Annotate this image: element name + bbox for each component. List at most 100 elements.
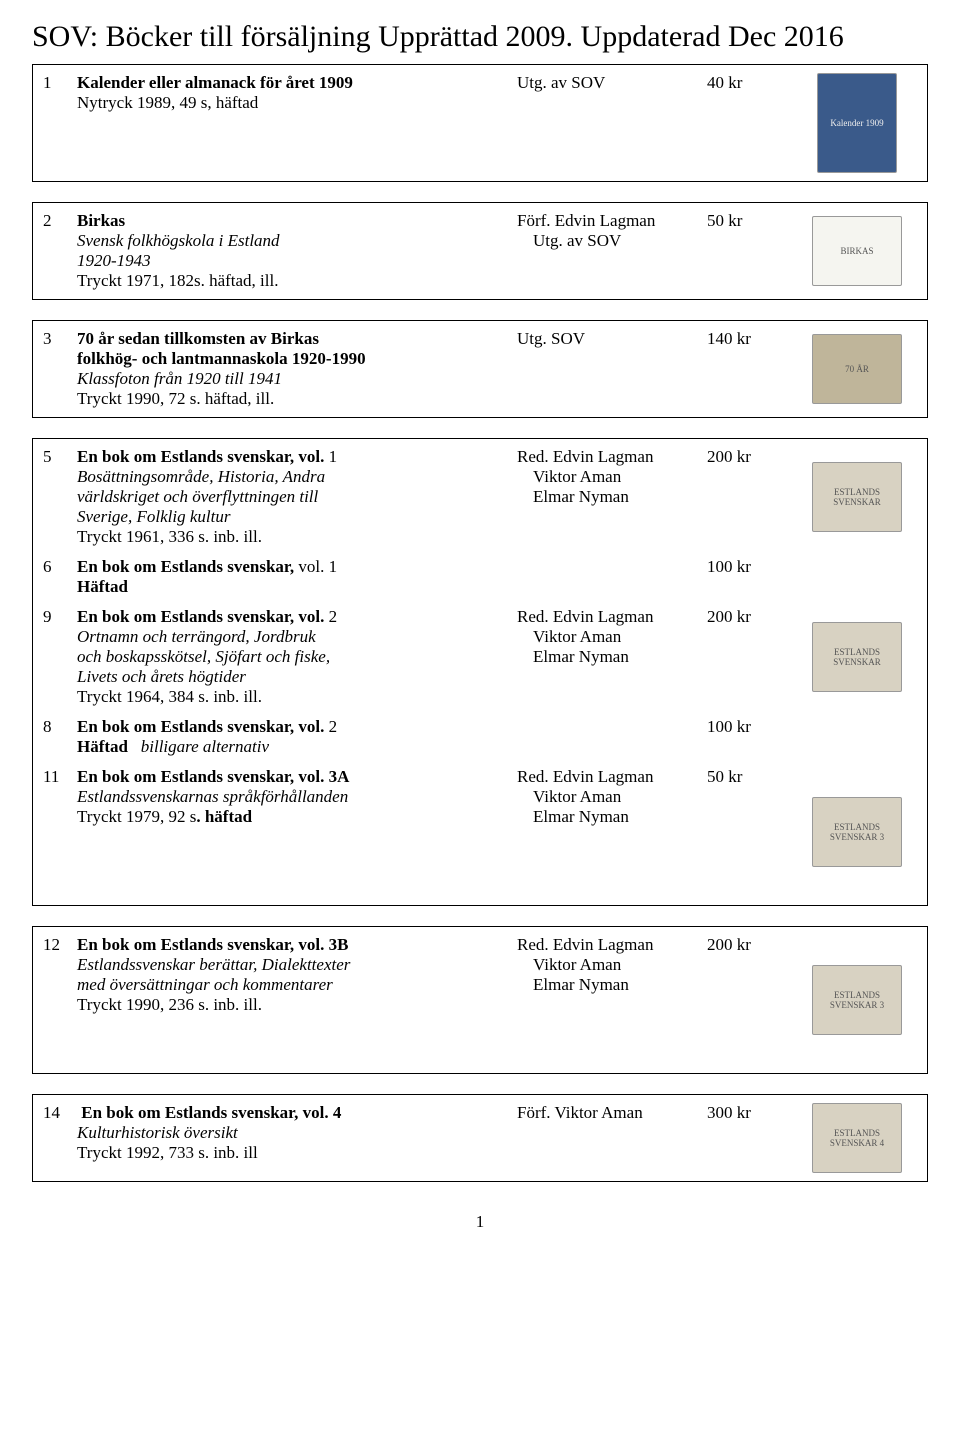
book-price: 200 kr (707, 607, 787, 707)
book-group-row: 5 En bok om Estlands svenskar, vol. 1 Bo… (32, 438, 928, 906)
book-thumb: 70 ÅR (797, 329, 917, 409)
book-description: En bok om Estlands svenskar, vol. 1 Häft… (77, 557, 507, 597)
book-author: Red. Edvin Lagman Viktor Aman Elmar Nyma… (517, 935, 697, 1065)
book-row: 12 En bok om Estlands svenskar, vol. 3B … (32, 926, 928, 1074)
thumb-image: ESTLANDS SVENSKAR 3 (812, 797, 902, 867)
book-title: En bok om Estlands svenskar, vol. (77, 717, 324, 736)
row-number: 9 (43, 607, 67, 707)
thumb-image: ESTLANDS SVENSKAR 3 (812, 965, 902, 1035)
book-sub-italic: Estlandssvenskarnas språkförhållanden (77, 787, 348, 806)
book-price: 200 kr (707, 447, 787, 547)
book-description: Kalender eller almanack för året 1909 Ny… (77, 73, 507, 173)
book-description: En bok om Estlands svenskar, vol. 3A Est… (77, 767, 507, 897)
author-line: Red. Edvin Lagman (517, 935, 697, 955)
book-publisher: Utg. SOV (517, 329, 697, 409)
author-line: Red. Edvin Lagman (517, 607, 697, 627)
book-format: Häftad (77, 737, 128, 756)
book-row: 3 70 år sedan tillkomsten av Birkas folk… (32, 320, 928, 418)
book-sub: Nytryck 1989, 49 s, häftad (77, 93, 258, 112)
book-subrow: 8 En bok om Estlands svenskar, vol. 2 Hä… (43, 717, 917, 757)
book-sub: Tryckt 1979, 92 s (77, 807, 196, 826)
row-number: 11 (43, 767, 67, 897)
book-sub-italic: Estlandssvenskar berättar, Dialekttexter… (77, 955, 350, 994)
thumb-image: ESTLANDS SVENSKAR (812, 462, 902, 532)
book-author: Red. Edvin Lagman Viktor Aman Elmar Nyma… (517, 607, 697, 707)
book-title: Kalender eller almanack för året 1909 (77, 73, 353, 92)
author-line: Elmar Nyman (517, 975, 697, 995)
book-title: En bok om Estlands svenskar, vol. (77, 607, 324, 626)
book-subrow: 11 En bok om Estlands svenskar, vol. 3A … (43, 767, 917, 897)
book-row: 2 Birkas Svensk folkhögskola i Estland 1… (32, 202, 928, 300)
book-author: Förf. Viktor Aman (517, 1103, 697, 1173)
book-sub-italic: Klassfoton från 1920 till 1941 (77, 369, 282, 388)
book-sub: Tryckt 1961, 336 s. inb. ill. (77, 527, 262, 546)
book-author (517, 557, 697, 597)
author-line: Elmar Nyman (517, 807, 697, 827)
author-line: Elmar Nyman (517, 647, 697, 667)
thumb-image: ESTLANDS SVENSKAR (812, 622, 902, 692)
book-description: En bok om Estlands svenskar, vol. 3B Est… (77, 935, 507, 1065)
book-thumb (797, 557, 917, 597)
author-line: Viktor Aman (517, 955, 697, 975)
author-line: Elmar Nyman (517, 487, 697, 507)
book-price: 50 kr (707, 767, 787, 897)
thumb-image: BIRKAS (812, 216, 902, 286)
book-price: 50 kr (707, 211, 787, 291)
row-number: 2 (43, 211, 67, 291)
book-description: En bok om Estlands svenskar, vol. 2 Häft… (77, 717, 507, 757)
book-price: 100 kr (707, 557, 787, 597)
book-price: 140 kr (707, 329, 787, 409)
book-title: En bok om Estlands svenskar, vol. (81, 1103, 328, 1122)
row-number: 14 (43, 1103, 67, 1173)
book-sub: Tryckt 1990, 72 s. häftad, ill. (77, 389, 274, 408)
row-number: 3 (43, 329, 67, 409)
book-sub-italic: Bosättningsområde, Historia, Andra värld… (77, 467, 325, 526)
book-title: En bok om Estlands svenskar, vol. (77, 767, 324, 786)
book-subrow: 5 En bok om Estlands svenskar, vol. 1 Bo… (43, 447, 917, 547)
book-description: Birkas Svensk folkhögskola i Estland 192… (77, 211, 507, 291)
book-note: billigare alternativ (128, 737, 269, 756)
book-title: En bok om Estlands svenskar, vol. (77, 447, 324, 466)
row-number: 6 (43, 557, 67, 597)
page-title: SOV: Böcker till försäljning Upprättad 2… (32, 20, 928, 54)
book-title-suffix: 3A (324, 767, 349, 786)
book-row: 14 En bok om Estlands svenskar, vol. 4 K… (32, 1094, 928, 1182)
book-thumb (797, 717, 917, 757)
author-line: Förf. Edvin Lagman (517, 211, 697, 231)
book-sub: Tryckt 1992, 733 s. inb. ill (77, 1143, 258, 1162)
book-sub-italic: Ortnamn och terrängord, Jordbruk och bos… (77, 627, 330, 686)
book-price: 100 kr (707, 717, 787, 757)
row-number: 8 (43, 717, 67, 757)
book-thumb: ESTLANDS SVENSKAR 4 (797, 1103, 917, 1173)
thumb-image: Kalender 1909 (817, 73, 897, 173)
book-title: En bok om Estlands svenskar, (77, 557, 294, 576)
book-title: Birkas (77, 211, 125, 230)
book-title-suffix: 2 (324, 607, 337, 626)
book-author: Red. Edvin Lagman Viktor Aman Elmar Nyma… (517, 767, 697, 897)
author-line: Red. Edvin Lagman (517, 447, 697, 467)
book-author (517, 717, 697, 757)
thumb-image: ESTLANDS SVENSKAR 4 (812, 1103, 902, 1173)
book-publisher: Utg. av SOV (517, 73, 697, 173)
book-description: En bok om Estlands svenskar, vol. 1 Bosä… (77, 447, 507, 547)
row-number: 1 (43, 73, 67, 173)
book-title-suffix: 3B (324, 935, 348, 954)
book-title-suffix: vol. 1 (294, 557, 337, 576)
row-number: 12 (43, 935, 67, 1065)
book-title: En bok om Estlands svenskar, vol. (77, 935, 324, 954)
book-price: 300 kr (707, 1103, 787, 1173)
book-format: . häftad (196, 807, 252, 826)
book-price: 40 kr (707, 73, 787, 173)
book-thumb: ESTLANDS SVENSKAR 3 (797, 935, 917, 1065)
book-description: 70 år sedan tillkomsten av Birkas folkhö… (77, 329, 507, 409)
book-sub-italic: Svensk folkhögskola i Estland 1920-1943 (77, 231, 280, 270)
thumb-image: 70 ÅR (812, 334, 902, 404)
book-subrow: 6 En bok om Estlands svenskar, vol. 1 Hä… (43, 557, 917, 597)
book-format: Häftad (77, 577, 128, 596)
book-thumb: ESTLANDS SVENSKAR (797, 607, 917, 707)
book-sub-italic: Kulturhistorisk översikt (77, 1123, 238, 1142)
book-title: 70 år sedan tillkomsten av Birkas folkhö… (77, 329, 366, 368)
book-title-suffix: 2 (324, 717, 337, 736)
book-title-suffix: 1 (324, 447, 337, 466)
book-sub: Tryckt 1990, 236 s. inb. ill. (77, 995, 262, 1014)
